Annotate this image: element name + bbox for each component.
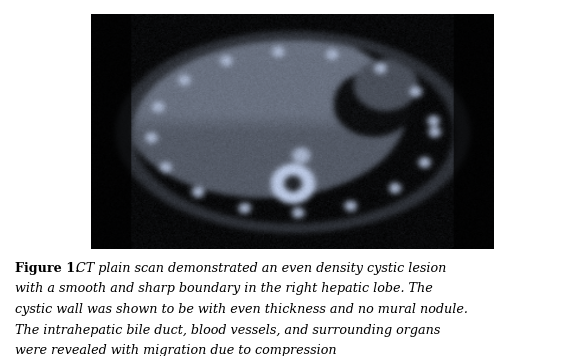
Text: The intrahepatic bile duct, blood vessels, and surrounding organs: The intrahepatic bile duct, blood vessel… [15,324,440,337]
Text: cystic wall was shown to be with even thickness and no mural nodule.: cystic wall was shown to be with even th… [15,303,467,316]
Text: CT plain scan demonstrated an even density cystic lesion: CT plain scan demonstrated an even densi… [72,262,446,275]
Text: were revealed with migration due to compression: were revealed with migration due to comp… [15,344,336,356]
Text: Figure 1.: Figure 1. [15,262,79,275]
Text: with a smooth and sharp boundary in the right hepatic lobe. The: with a smooth and sharp boundary in the … [15,282,432,295]
